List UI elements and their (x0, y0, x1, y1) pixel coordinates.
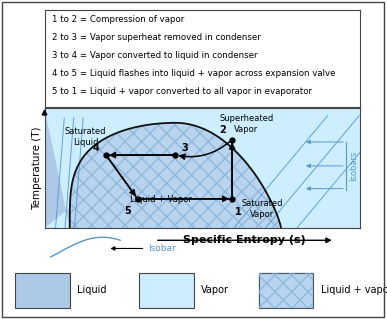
Text: Saturated
Vapor: Saturated Vapor (241, 199, 283, 219)
Text: 2 to 3 = Vapor superheat removed in condenser: 2 to 3 = Vapor superheat removed in cond… (52, 33, 261, 42)
Text: Isobar: Isobar (149, 244, 176, 253)
Text: Liquid + Vapor: Liquid + Vapor (130, 195, 192, 204)
Text: Specific Entropy (s): Specific Entropy (s) (183, 235, 306, 245)
Text: 5 to 1 = Liquid + vapor converted to all vapor in evaporator: 5 to 1 = Liquid + vapor converted to all… (52, 87, 312, 96)
Text: 4 to 5 = Liquid flashes into liquid + vapor across expansion valve: 4 to 5 = Liquid flashes into liquid + va… (52, 70, 336, 78)
Polygon shape (70, 123, 281, 228)
Polygon shape (45, 108, 176, 228)
Text: Isobars: Isobars (349, 151, 358, 181)
Text: 3 to 4 = Vapor converted to liquid in condenser: 3 to 4 = Vapor converted to liquid in co… (52, 51, 258, 60)
Text: 1 to 2 = Compression of vapor: 1 to 2 = Compression of vapor (52, 15, 185, 25)
Text: Liquid + vapor: Liquid + vapor (321, 285, 387, 295)
Text: 1: 1 (235, 207, 242, 217)
Text: Liquid: Liquid (77, 285, 107, 295)
Text: Superheated
Vapor: Superheated Vapor (219, 114, 274, 134)
Text: 3: 3 (182, 143, 188, 153)
Text: Vapor: Vapor (201, 285, 229, 295)
Text: 4: 4 (93, 143, 100, 153)
Text: Saturated
Liquid: Saturated Liquid (65, 128, 106, 147)
Bar (139, 273, 194, 308)
Bar (259, 273, 313, 308)
Bar (259, 273, 313, 308)
Bar (15, 273, 70, 308)
Text: 5: 5 (125, 206, 131, 216)
Text: 2: 2 (219, 125, 226, 135)
Y-axis label: Temperature (T): Temperature (T) (32, 127, 42, 210)
